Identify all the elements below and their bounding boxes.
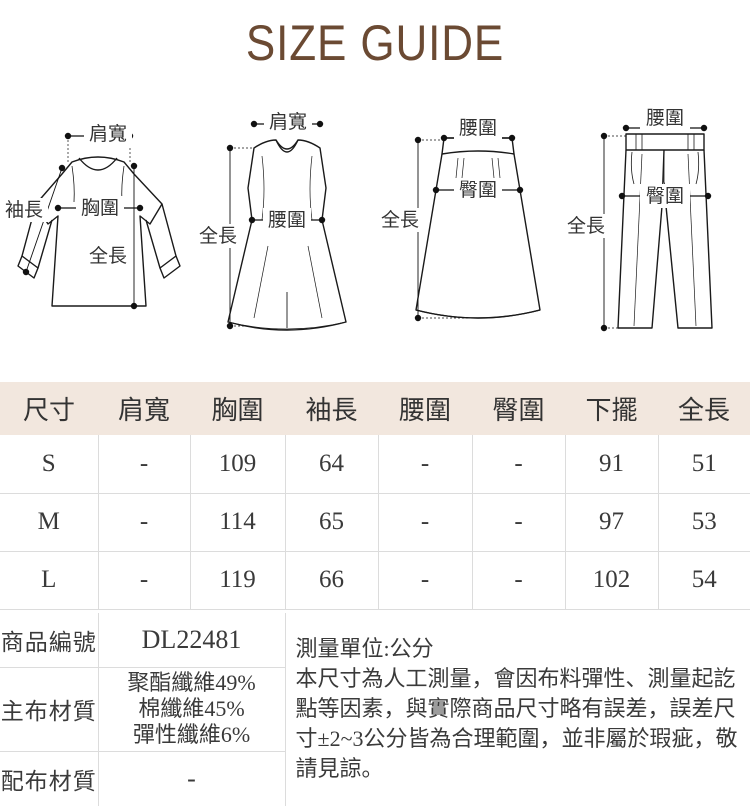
info-row-sub-fabric: 配布材質 - <box>0 751 750 806</box>
garment-diagrams: 肩寬 袖長 胸圍 全長 <box>0 96 750 376</box>
info-row-main-fabric: 主布材質 聚酯纖維49% 棉纖維45% 彈性纖維6% <box>0 667 750 752</box>
cell-hip: - <box>472 435 566 494</box>
table-row: S - 109 64 - - 91 51 <box>0 435 750 494</box>
column-header-sleeve: 袖長 <box>285 382 378 435</box>
label-sleeve-top: 袖長 <box>5 199 43 221</box>
cell-hem: 91 <box>565 435 659 494</box>
label-length-skirt: 全長 <box>381 209 419 231</box>
column-header-hip: 臀圍 <box>472 382 565 435</box>
column-header-size: 尺寸 <box>0 382 98 435</box>
cell-hip: - <box>472 551 566 610</box>
label-main-fabric: 主布材質 <box>0 667 99 752</box>
label-bust-top: 胸圍 <box>81 197 119 219</box>
diagram-sleeveless-dress: 肩寬 腰圍 全長 <box>196 96 378 376</box>
cell-size: S <box>0 435 99 494</box>
label-length-dress: 全長 <box>199 225 237 247</box>
table-row: M - 114 65 - - 97 53 <box>0 493 750 552</box>
label-product-code: 商品編號 <box>0 613 99 668</box>
cell-waist: - <box>378 493 473 552</box>
table-row: L - 119 66 - - 102 54 <box>0 551 750 610</box>
cell-waist: - <box>378 551 473 610</box>
cell-hip: - <box>472 493 566 552</box>
value-product-code: DL22481 <box>98 613 286 668</box>
label-waist-trousers: 腰圍 <box>646 108 684 129</box>
label-hip-skirt: 臀圍 <box>459 180 497 201</box>
diagram-a-line-skirt: 腰圍 臀圍 全長 <box>378 96 564 376</box>
label-shoulder-top: 肩寬 <box>89 123 127 145</box>
cell-size: L <box>0 551 99 610</box>
cell-size: M <box>0 493 99 552</box>
cell-sleeve: 66 <box>285 551 379 610</box>
label-shoulder-dress: 肩寬 <box>269 111 307 133</box>
cell-hem: 102 <box>565 551 659 610</box>
cell-sleeve: 64 <box>285 435 379 494</box>
size-table-header-row: 尺寸 肩寬 胸圍 袖長 腰圍 臀圍 下擺 全長 <box>0 382 750 435</box>
column-header-length: 全長 <box>658 382 750 435</box>
cell-shoulder: - <box>98 493 191 552</box>
cell-length: 53 <box>658 493 750 552</box>
column-header-shoulder: 肩寬 <box>98 382 190 435</box>
cell-hem: 97 <box>565 493 659 552</box>
label-waist-skirt: 腰圍 <box>459 118 497 139</box>
cell-length: 51 <box>658 435 750 494</box>
size-measurements-table: 尺寸 肩寬 胸圍 袖長 腰圍 臀圍 下擺 全長 S - 109 64 - - 9… <box>0 382 750 610</box>
column-header-bust: 胸圍 <box>190 382 285 435</box>
diagram-long-sleeve-top: 肩寬 袖長 胸圍 全長 <box>0 96 196 376</box>
label-waist-dress: 腰圍 <box>268 210 306 231</box>
cell-shoulder: - <box>98 435 191 494</box>
measurement-note: 測量單位:公分 本尺寸為人工測量，會因布料彈性、測量起訖點等因素，與實際商品尺寸… <box>285 613 750 806</box>
cell-waist: - <box>378 435 473 494</box>
value-main-fabric: 聚酯纖維49% 棉纖維45% 彈性纖維6% <box>98 667 286 752</box>
diagram-trousers: 腰圍 臀圍 全長 <box>564 96 750 376</box>
label-sub-fabric: 配布材質 <box>0 751 99 806</box>
cell-bust: 109 <box>190 435 286 494</box>
cell-sleeve: 65 <box>285 493 379 552</box>
cell-bust: 119 <box>190 551 286 610</box>
info-row-product-code: 商品編號 DL22481 測量單位:公分 本尺寸為人工測量，會因布料彈性、測量起… <box>0 613 750 806</box>
cell-shoulder: - <box>98 551 191 610</box>
label-hip-trousers: 臀圍 <box>646 186 684 207</box>
page-title: SIZE GUIDE <box>245 15 505 71</box>
cell-length: 54 <box>658 551 750 610</box>
column-header-waist: 腰圍 <box>378 382 472 435</box>
label-length-top: 全長 <box>89 245 127 267</box>
value-sub-fabric: - <box>98 751 286 806</box>
product-info-table: 商品編號 DL22481 測量單位:公分 本尺寸為人工測量，會因布料彈性、測量起… <box>0 613 750 806</box>
label-length-trousers: 全長 <box>567 215 605 237</box>
measurement-note-text: 測量單位:公分 本尺寸為人工測量，會因布料彈性、測量起訖點等因素，與實際商品尺寸… <box>295 636 738 782</box>
column-header-hem: 下擺 <box>565 382 658 435</box>
cell-bust: 114 <box>190 493 286 552</box>
